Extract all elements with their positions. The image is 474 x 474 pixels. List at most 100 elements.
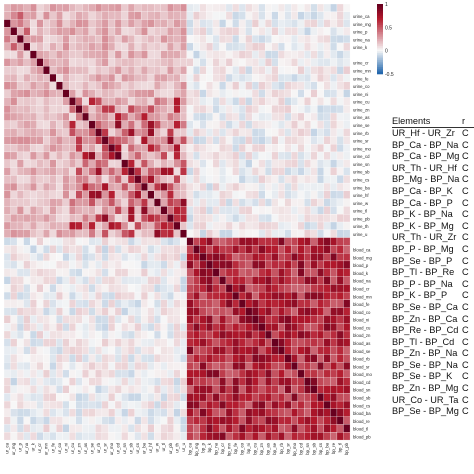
heatmap-cell — [265, 284, 272, 293]
heatmap-cell — [258, 330, 266, 339]
heatmap-cell — [23, 175, 31, 184]
heatmap-cell — [219, 35, 227, 44]
heatmap-cell — [186, 432, 194, 441]
heatmap-cell — [69, 245, 76, 254]
heatmap-cell — [3, 245, 11, 254]
heatmap-cell — [199, 50, 207, 59]
heatmap-cell — [147, 105, 155, 114]
heatmap-cell — [219, 424, 227, 433]
heatmap-cell — [251, 136, 259, 145]
row-label: blood_cr — [353, 287, 370, 292]
heatmap-cell — [278, 330, 285, 339]
heatmap-cell — [310, 253, 318, 262]
heatmap-cell — [297, 11, 305, 20]
heatmap-cell — [88, 128, 96, 137]
heatmap-cell — [251, 393, 259, 402]
heatmap-cell — [69, 424, 76, 433]
heatmap-cell — [219, 112, 227, 121]
heatmap-cell — [56, 112, 63, 121]
heatmap-cell — [212, 3, 220, 12]
color-scale-step — [377, 58, 383, 61]
heatmap-cell — [95, 198, 103, 207]
heatmap-cell — [154, 112, 161, 121]
col-label: ur_cs — [135, 443, 140, 454]
col-label: bp_as — [266, 443, 271, 455]
heatmap-cell — [114, 214, 122, 223]
heatmap-cell — [127, 260, 135, 269]
heatmap-cell — [114, 315, 122, 324]
color-scale-step — [377, 46, 383, 49]
heatmap-cell — [29, 307, 37, 316]
heatmap-cell — [271, 136, 279, 145]
heatmap-cell — [232, 385, 240, 394]
heatmap-cell — [343, 89, 351, 98]
heatmap-cell — [49, 159, 57, 168]
r-value: C — [462, 301, 469, 312]
heatmap-cell — [56, 284, 63, 293]
heatmap-cell — [140, 89, 148, 98]
heatmap-cell — [212, 237, 220, 246]
heatmap-cell — [193, 89, 201, 98]
heatmap-cell — [206, 291, 214, 301]
heatmap-cell — [36, 35, 44, 44]
heatmap-cell — [10, 144, 18, 153]
col-label: ur_w — [155, 442, 160, 452]
heatmap-cell — [16, 299, 24, 308]
heatmap-cell — [278, 323, 285, 332]
heatmap-cell — [82, 291, 90, 301]
heatmap-cell — [219, 3, 227, 12]
heatmap-cell — [258, 97, 266, 106]
heatmap-cell — [23, 50, 31, 59]
heatmap-cell — [3, 323, 11, 332]
heatmap-cell — [219, 237, 227, 246]
heatmap-cell — [88, 81, 96, 90]
heatmap-cell — [245, 307, 253, 316]
heatmap-cell — [75, 214, 83, 223]
heatmap-cell — [199, 159, 207, 168]
heatmap-cell — [330, 354, 338, 363]
heatmap-cell — [88, 416, 96, 425]
col-label: bp_zn — [259, 442, 264, 454]
heatmap-cell — [101, 175, 109, 184]
heatmap-cell — [330, 253, 338, 262]
heatmap-cell — [199, 66, 207, 75]
heatmap-cell — [225, 27, 233, 36]
heatmap-cell — [121, 315, 129, 324]
heatmap-cell — [56, 291, 63, 301]
heatmap-cell — [62, 385, 70, 394]
heatmap-cell — [160, 354, 168, 363]
heatmap-cell — [310, 245, 318, 254]
heatmap-cell — [108, 299, 116, 308]
heatmap-cell — [95, 424, 103, 433]
heatmap-cell — [304, 253, 312, 262]
heatmap-cell — [127, 182, 135, 192]
heatmap-cell — [154, 299, 161, 308]
heatmap-cell — [75, 159, 83, 168]
heatmap-cell — [271, 144, 279, 153]
heatmap-cell — [154, 432, 161, 441]
color-scale-step — [377, 35, 383, 38]
heatmap-cell — [199, 315, 207, 324]
heatmap-cell — [75, 58, 83, 67]
heatmap-cell — [317, 112, 325, 121]
heatmap-cell — [75, 338, 83, 347]
col-label: ur_as — [83, 443, 88, 454]
heatmap-cell — [3, 408, 11, 417]
heatmap-cell — [219, 151, 227, 160]
heatmap-cell — [258, 105, 266, 114]
heatmap-cell — [160, 253, 168, 262]
heatmap-cell — [167, 416, 174, 425]
heatmap-cell — [82, 175, 90, 184]
heatmap-cell — [225, 253, 233, 262]
heatmap-cell — [193, 206, 201, 215]
heatmap-cell — [336, 167, 344, 176]
heatmap-cell — [127, 58, 135, 67]
r-value: C — [462, 209, 469, 220]
heatmap-cell — [251, 206, 259, 215]
heatmap-cell — [336, 323, 344, 332]
heatmap-cell — [95, 432, 103, 441]
heatmap-cell — [278, 400, 285, 410]
heatmap-cell — [238, 198, 246, 207]
heatmap-cell — [121, 190, 129, 199]
heatmap-cell — [69, 408, 76, 417]
